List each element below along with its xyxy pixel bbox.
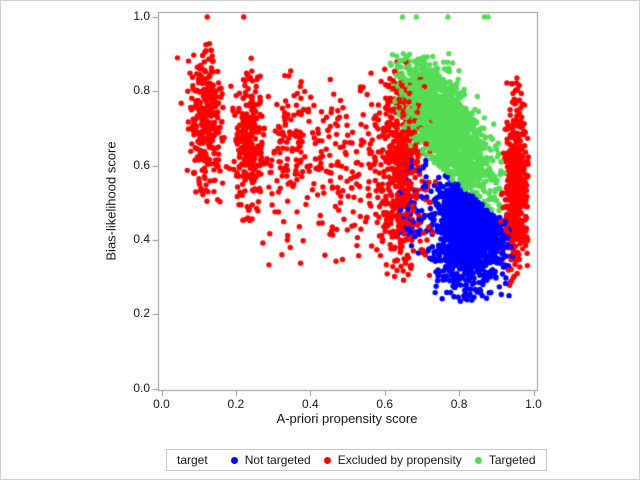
x-tick-label: 1.0 <box>525 397 542 411</box>
legend: target Not targeted Excluded by propensi… <box>166 449 547 471</box>
targeted-marker-icon <box>474 456 482 464</box>
y-tick-label: 0.6 <box>133 157 150 172</box>
not-targeted-marker-icon <box>230 456 238 464</box>
legend-label-not-targeted: Not targeted <box>244 453 311 467</box>
y-axis-title: Bias-likelihood score <box>103 141 119 261</box>
x-tick-label: 0.6 <box>376 397 394 411</box>
x-tick-label: 0.8 <box>450 397 468 411</box>
legend-item-targeted: Targeted <box>474 453 536 467</box>
y-tick-label: 0.8 <box>133 83 150 98</box>
y-tick-label: 0.2 <box>133 306 150 321</box>
excluded-by-propensity-marker-icon <box>323 456 331 464</box>
legend-label-excluded-by-propensity: Excluded by propensity <box>337 453 462 467</box>
legend-title: target <box>177 453 208 467</box>
legend-item-excluded-by-propensity: Excluded by propensity <box>323 453 462 467</box>
y-tick-label: 0.4 <box>133 231 150 246</box>
x-tick-label: 0.0 <box>153 397 170 411</box>
x-tick-label: 0.2 <box>227 397 245 411</box>
y-tick-label: 0.0 <box>133 380 150 395</box>
legend-item-not-targeted: Not targeted <box>230 453 311 467</box>
y-tick-label: 1.0 <box>133 9 150 23</box>
x-tick-label: 0.4 <box>301 397 319 411</box>
x-axis-title: A-priori propensity score <box>276 411 418 426</box>
legend-label-targeted: Targeted <box>488 453 536 467</box>
